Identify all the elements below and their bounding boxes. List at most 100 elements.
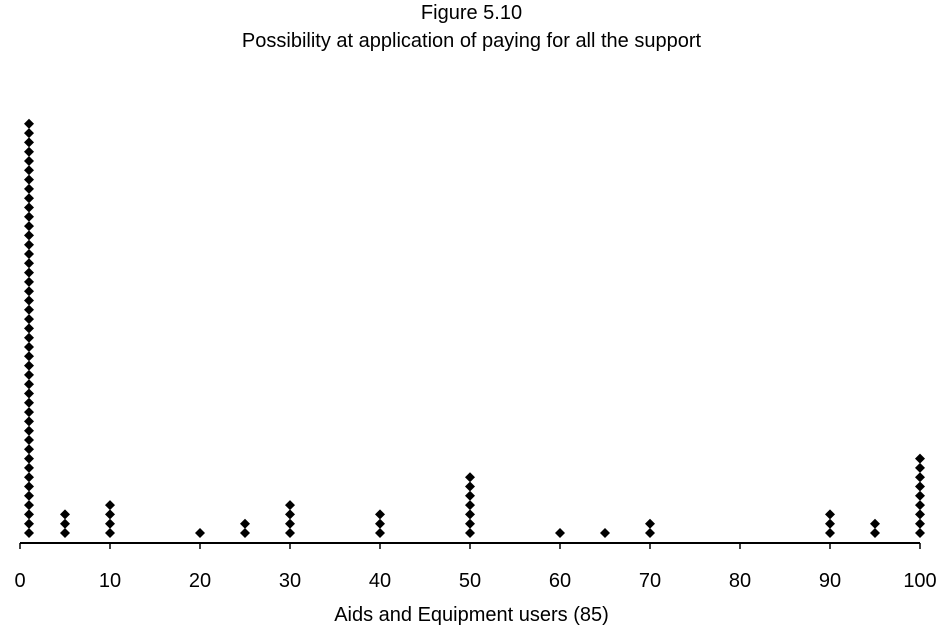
data-point: [24, 333, 34, 343]
data-point: [870, 528, 880, 538]
data-point: [285, 509, 295, 519]
data-point: [24, 203, 34, 213]
data-point: [24, 323, 34, 333]
data-point: [24, 240, 34, 250]
x-tick-label: 0: [14, 570, 25, 592]
data-point: [24, 342, 34, 352]
data-point: [24, 193, 34, 203]
data-point: [24, 277, 34, 287]
x-axis-label: Aids and Equipment users (85): [0, 603, 943, 627]
x-tick-label: 70: [639, 570, 661, 592]
x-tick-label: 40: [369, 570, 391, 592]
data-point: [915, 509, 925, 519]
data-point: [24, 370, 34, 380]
data-point: [24, 426, 34, 436]
data-point: [24, 491, 34, 501]
data-point: [24, 212, 34, 222]
data-point: [465, 491, 475, 501]
data-point: [24, 184, 34, 194]
data-point: [24, 268, 34, 278]
data-point: [465, 528, 475, 538]
data-point: [24, 165, 34, 175]
x-tick-label: 10: [99, 570, 121, 592]
data-point: [825, 519, 835, 529]
data-point: [645, 519, 655, 529]
data-point: [24, 416, 34, 426]
data-point: [465, 472, 475, 482]
data-point: [600, 528, 610, 538]
x-tick-label: 100: [903, 570, 936, 592]
data-point: [285, 500, 295, 510]
data-point: [60, 519, 70, 529]
data-point: [24, 407, 34, 417]
data-point: [915, 463, 925, 473]
data-point: [24, 147, 34, 157]
data-point: [870, 519, 880, 529]
data-point: [105, 500, 115, 510]
x-tick-label: 50: [459, 570, 481, 592]
data-point: [240, 528, 250, 538]
data-point: [195, 528, 205, 538]
data-point: [24, 128, 34, 138]
data-point: [24, 296, 34, 306]
x-tick-label: 30: [279, 570, 301, 592]
data-point: [24, 286, 34, 296]
x-tick-label: 60: [549, 570, 571, 592]
data-point: [375, 519, 385, 529]
data-point: [465, 519, 475, 529]
data-point: [24, 398, 34, 408]
data-point: [24, 463, 34, 473]
data-point: [105, 519, 115, 529]
data-point: [825, 528, 835, 538]
data-point: [24, 482, 34, 492]
data-point: [24, 509, 34, 519]
data-point: [24, 156, 34, 166]
data-point: [915, 472, 925, 482]
x-tick-label: 20: [189, 570, 211, 592]
x-tick-label: 80: [729, 570, 751, 592]
data-point: [60, 509, 70, 519]
data-point: [915, 500, 925, 510]
x-tick-label: 90: [819, 570, 841, 592]
data-point: [24, 305, 34, 315]
data-point: [285, 519, 295, 529]
data-point: [24, 221, 34, 231]
data-point: [24, 361, 34, 371]
data-point: [915, 528, 925, 538]
data-point: [24, 258, 34, 268]
data-point: [24, 137, 34, 147]
data-point: [24, 175, 34, 185]
data-point: [555, 528, 565, 538]
data-point: [105, 528, 115, 538]
data-point: [24, 528, 34, 538]
data-point: [105, 509, 115, 519]
data-point: [24, 351, 34, 361]
data-point: [645, 528, 655, 538]
data-point: [24, 500, 34, 510]
data-point: [24, 389, 34, 399]
data-point: [24, 230, 34, 240]
data-point: [375, 509, 385, 519]
data-point: [825, 509, 835, 519]
data-point: [465, 482, 475, 492]
data-point: [915, 519, 925, 529]
data-point: [24, 119, 34, 129]
data-point: [240, 519, 250, 529]
data-point: [24, 472, 34, 482]
data-point: [465, 509, 475, 519]
data-point: [375, 528, 385, 538]
data-point: [24, 435, 34, 445]
x-axis: 0 10 20 30 40 50 60 70 80 90 100: [14, 543, 936, 592]
data-point: [24, 444, 34, 454]
data-point: [915, 482, 925, 492]
data-point: [285, 528, 295, 538]
data-point: [915, 491, 925, 501]
data-point: [465, 500, 475, 510]
data-point: [24, 454, 34, 464]
data-point: [60, 528, 70, 538]
data-point: [24, 519, 34, 529]
data-point: [915, 454, 925, 464]
data-point: [24, 249, 34, 259]
data-points: [24, 119, 925, 538]
data-point: [24, 314, 34, 324]
